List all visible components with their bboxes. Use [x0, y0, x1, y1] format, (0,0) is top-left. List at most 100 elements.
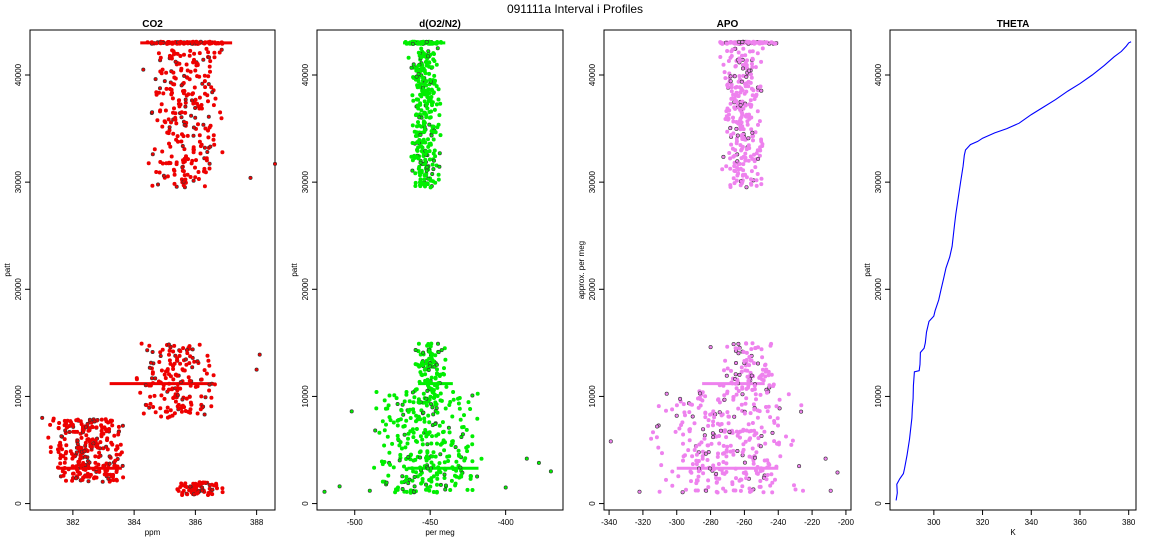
data-point-co2	[71, 454, 76, 459]
data-point-apo	[739, 53, 744, 58]
data-point-apo	[757, 119, 762, 124]
data-point-o2n2	[431, 395, 436, 400]
x-tick-label-o2n2: -400	[498, 518, 515, 527]
data-point-o2n2	[425, 449, 430, 454]
data-point-co2	[195, 62, 200, 67]
data-point-apo	[710, 431, 715, 436]
data-point-apo	[745, 114, 750, 119]
data-point-co2	[209, 482, 214, 487]
data-point-apo	[759, 88, 764, 93]
data-point-o2n2	[425, 377, 430, 382]
data-point-o2n2	[418, 177, 423, 182]
data-point-apo	[748, 411, 753, 416]
data-point-co2	[191, 145, 196, 150]
data-point-apo	[747, 437, 752, 442]
data-point-apo	[753, 468, 758, 473]
data-point-apo	[719, 467, 724, 472]
data-point-apo	[711, 463, 716, 468]
x-tick-label-theta: 360	[1073, 518, 1087, 527]
data-point-apo	[690, 414, 695, 419]
data-point-o2n2	[421, 120, 426, 125]
data-point-o2n2	[470, 487, 475, 492]
data-point-apo	[760, 41, 765, 46]
data-point-apo	[728, 166, 733, 171]
data-point-o2n2	[419, 108, 424, 113]
data-point-co2	[144, 403, 149, 408]
data-point-o2n2	[440, 441, 445, 446]
data-point-o2n2	[444, 384, 449, 389]
y-tick-label-apo: 20000	[588, 278, 597, 301]
data-point-o2n2	[427, 157, 432, 162]
data-point-apo	[752, 455, 757, 460]
data-point-co2	[196, 177, 201, 182]
data-point-co2	[149, 40, 154, 45]
data-point-o2n2	[372, 465, 377, 470]
data-point-co2	[179, 139, 184, 144]
data-point-o2n2	[433, 454, 438, 459]
data-point-o2n2	[441, 366, 446, 371]
data-point-co2	[116, 424, 121, 429]
data-point-o2n2	[419, 82, 424, 87]
data-point-o2n2	[382, 443, 387, 448]
data-point-co2	[56, 426, 61, 431]
data-point-o2n2	[411, 489, 416, 494]
data-point-apo	[728, 156, 733, 161]
data-point-o2n2	[388, 462, 393, 467]
data-point-o2n2	[503, 485, 508, 490]
data-point-o2n2	[402, 399, 407, 404]
data-point-co2	[195, 491, 200, 496]
data-point-co2	[178, 361, 183, 366]
data-point-o2n2	[426, 87, 431, 92]
data-point-o2n2	[427, 122, 432, 127]
data-point-apo	[748, 177, 753, 182]
data-point-co2	[206, 114, 211, 119]
data-point-co2	[141, 411, 146, 416]
data-point-apo	[683, 487, 688, 492]
data-point-apo	[674, 403, 679, 408]
panel-o2n2: d(O2/N2) -500 -450 -400 per meg 0 10000 20000 30…	[290, 19, 564, 537]
data-point-co2	[209, 395, 214, 400]
data-point-apo	[728, 183, 733, 188]
data-point-co2	[199, 103, 204, 108]
x-axis-label-o2n2: per meg	[425, 528, 454, 537]
data-point-apo	[708, 466, 713, 471]
data-point-o2n2	[453, 483, 458, 488]
data-point-o2n2	[414, 426, 419, 431]
data-point-co2	[108, 419, 113, 424]
data-point-apo	[734, 178, 739, 183]
data-point-o2n2	[437, 164, 442, 169]
data-point-apo	[730, 115, 735, 120]
data-point-o2n2	[470, 442, 475, 447]
data-point-apo	[733, 360, 738, 365]
data-point-co2	[176, 98, 181, 103]
data-point-o2n2	[413, 457, 418, 462]
data-point-o2n2	[475, 391, 480, 396]
data-point-o2n2	[415, 474, 420, 479]
data-point-o2n2	[468, 474, 473, 479]
data-point-o2n2	[412, 474, 417, 479]
data-point-o2n2	[431, 158, 436, 163]
data-point-co2	[94, 465, 99, 470]
plot-frame-apo	[603, 29, 852, 511]
data-point-co2	[193, 97, 198, 102]
data-point-o2n2	[392, 393, 397, 398]
data-point-co2	[81, 475, 86, 480]
data-point-co2	[120, 463, 125, 468]
data-point-apo	[735, 173, 740, 178]
y-tick-label-theta: 0	[874, 501, 883, 506]
data-point-apo	[728, 368, 733, 373]
data-point-o2n2	[429, 441, 434, 446]
data-point-co2	[58, 453, 63, 458]
data-point-apo	[738, 183, 743, 188]
data-point-co2	[168, 361, 173, 366]
x-axis-label-co2: ppm	[145, 528, 161, 537]
data-point-o2n2	[418, 370, 423, 375]
data-point-o2n2	[380, 462, 385, 467]
data-point-apo	[732, 153, 737, 158]
data-point-o2n2	[458, 417, 463, 422]
data-point-o2n2	[425, 388, 430, 393]
data-point-apo	[745, 122, 750, 127]
data-point-o2n2	[404, 467, 409, 472]
data-point-co2	[217, 50, 222, 55]
data-point-o2n2	[410, 93, 415, 98]
